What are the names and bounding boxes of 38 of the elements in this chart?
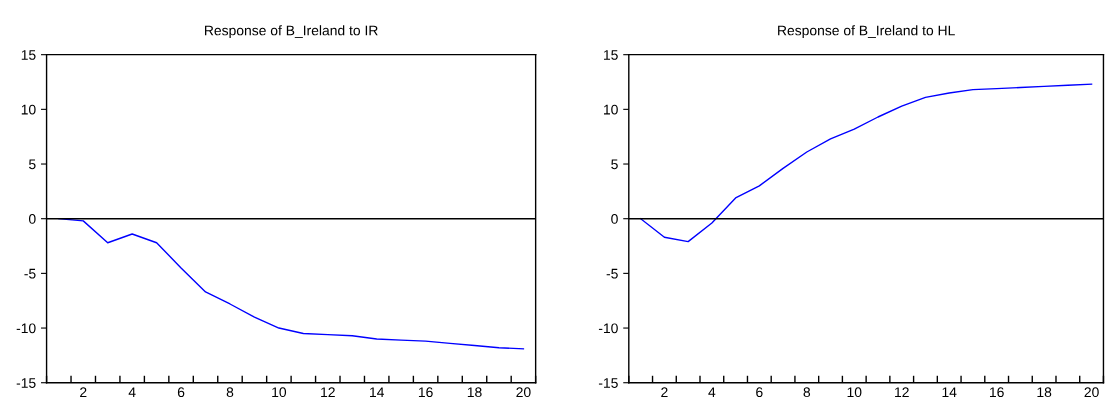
- y-tick-label: 10: [604, 104, 618, 115]
- line-series: [58, 218, 525, 350]
- y-tick-label: -10: [16, 323, 36, 334]
- chart-title: Response of B_Ireland to HL: [778, 25, 955, 39]
- x-tick-label: 18: [1037, 387, 1052, 398]
- y-tick-label: -15: [16, 378, 36, 388]
- x-tick-label: 6: [177, 387, 185, 398]
- x-tick-label: 4: [708, 387, 716, 397]
- x-tick-label: 12: [321, 387, 335, 397]
- y-tick-label: 15: [604, 50, 618, 60]
- y-tick-label: 5: [28, 159, 36, 170]
- x-tick-label: 14: [942, 387, 957, 397]
- x-tick-label: 4: [128, 387, 136, 397]
- x-tick-label: 6: [756, 387, 763, 398]
- y-tick-label: -5: [24, 268, 36, 279]
- line-series: [639, 83, 1093, 243]
- x-tick-label: 20: [1084, 387, 1099, 398]
- y-tick-label: -15: [598, 378, 618, 388]
- y-tick-label: 0: [28, 214, 36, 224]
- y-tick-label: 0: [611, 214, 618, 224]
- x-tick-label: 14: [370, 387, 385, 397]
- y-tick-label: 5: [611, 159, 618, 170]
- x-tick-label: 16: [989, 387, 1004, 398]
- y-tick-label: -10: [598, 323, 618, 334]
- x-tick-label: 10: [272, 387, 287, 398]
- x-tick-label: 2: [80, 387, 87, 397]
- y-tick-label: 10: [21, 104, 36, 115]
- y-tick-label: -5: [606, 268, 618, 279]
- x-tick-label: 18: [467, 387, 482, 398]
- x-tick-label: 2: [661, 387, 668, 397]
- x-tick-label: 16: [418, 387, 433, 398]
- chart-title: Response of B_Ireland to IR: [205, 25, 378, 39]
- x-tick-label: 8: [803, 387, 811, 398]
- x-tick-label: 8: [226, 387, 234, 398]
- x-tick-label: 12: [895, 387, 909, 397]
- x-tick-label: 20: [516, 387, 531, 398]
- y-tick-label: 15: [21, 50, 36, 60]
- x-tick-label: 10: [847, 387, 862, 398]
